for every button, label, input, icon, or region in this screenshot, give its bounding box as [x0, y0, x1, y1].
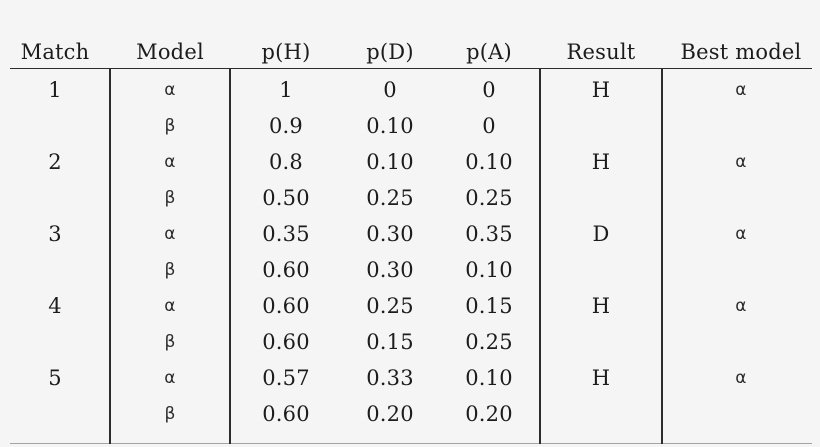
cell-best-model: α [735, 151, 747, 172]
table-row: β 0.60 0.30 0.10 [0, 252, 820, 288]
cell-p-h: 0.8 [269, 149, 303, 174]
cell-model: α [164, 223, 176, 244]
cell-p-h: 0.60 [262, 402, 310, 427]
column-header-result: Result [566, 39, 636, 64]
cell-model: β [164, 115, 176, 136]
cell-p-a: 0.25 [465, 185, 513, 210]
cell-match: 2 [48, 149, 62, 174]
table-row: β 0.60 0.20 0.20 [0, 397, 820, 433]
cell-p-d: 0.25 [366, 294, 414, 319]
column-header-p-d: p(D) [366, 39, 414, 64]
table-row: β 0.60 0.15 0.25 [0, 325, 820, 361]
cell-p-d: 0.10 [366, 149, 414, 174]
cell-p-a: 0.20 [465, 402, 513, 427]
cell-model: β [164, 332, 176, 353]
cell-p-a: 0.25 [465, 330, 513, 355]
header-rule [10, 67, 812, 70]
cell-result: H [591, 366, 611, 391]
cell-model: α [164, 79, 176, 100]
column-header-best-model: Best model [680, 39, 802, 64]
cell-best-model: α [735, 296, 747, 317]
divider-result-best [661, 69, 663, 444]
cell-result: H [591, 77, 611, 102]
cell-match: 4 [48, 294, 62, 319]
column-header-p-h: p(H) [261, 39, 311, 64]
divider-probs-result [539, 69, 541, 444]
table-body: 1 α 1 0 0 H α β 0.9 0.10 0 2 α 0.8 0.10 … [0, 72, 820, 433]
cell-match: 1 [48, 77, 62, 102]
cell-p-d: 0.33 [366, 366, 414, 391]
cell-match: 5 [48, 366, 62, 391]
cell-result: H [591, 149, 611, 174]
cell-p-a: 0.10 [465, 149, 513, 174]
cell-model: α [164, 368, 176, 389]
cell-model: β [164, 404, 176, 425]
table-header-row: Match Model p(H) p(D) p(A) Result Best m… [0, 38, 820, 66]
cell-best-model: α [735, 79, 747, 100]
cell-p-a: 0.15 [465, 294, 513, 319]
cell-p-a: 0.10 [465, 258, 513, 283]
cell-p-h: 0.9 [269, 113, 303, 138]
cell-p-d: 0.30 [366, 258, 414, 283]
cell-p-a: 0 [482, 77, 496, 102]
cell-result: H [591, 294, 611, 319]
cell-model: β [164, 260, 176, 281]
cell-model: α [164, 151, 176, 172]
cell-p-a: 0.10 [465, 366, 513, 391]
cell-p-a: 0.35 [465, 221, 513, 246]
bottom-rule [10, 443, 812, 445]
cell-best-model: α [735, 223, 747, 244]
cell-p-d: 0.30 [366, 221, 414, 246]
cell-model: α [164, 296, 176, 317]
cell-p-d: 0.10 [366, 113, 414, 138]
cell-p-h: 0.35 [262, 221, 310, 246]
table-row: β 0.50 0.25 0.25 [0, 180, 820, 216]
column-header-model: Model [136, 39, 204, 64]
cell-p-d: 0.25 [366, 185, 414, 210]
cell-p-h: 0.60 [262, 330, 310, 355]
cell-model: β [164, 187, 176, 208]
cell-p-d: 0 [383, 77, 397, 102]
cell-p-a: 0 [482, 113, 496, 138]
cell-p-h: 1 [279, 77, 293, 102]
table-row: β 0.9 0.10 0 [0, 108, 820, 144]
cell-result: D [592, 221, 610, 246]
cell-p-h: 0.60 [262, 294, 310, 319]
divider-model-probs [229, 69, 231, 444]
cell-p-h: 0.57 [262, 366, 310, 391]
table-row: 5 α 0.57 0.33 0.10 H α [0, 361, 820, 397]
table-row: 4 α 0.60 0.25 0.15 H α [0, 289, 820, 325]
cell-p-d: 0.15 [366, 330, 414, 355]
cell-match: 3 [48, 221, 62, 246]
cell-p-h: 0.50 [262, 185, 310, 210]
divider-match-model [109, 69, 111, 444]
cell-p-d: 0.20 [366, 402, 414, 427]
table-row: 2 α 0.8 0.10 0.10 H α [0, 144, 820, 180]
column-header-p-a: p(A) [466, 39, 512, 64]
cell-p-h: 0.60 [262, 258, 310, 283]
column-header-match: Match [20, 39, 90, 64]
table-row: 3 α 0.35 0.30 0.35 D α [0, 216, 820, 252]
cell-best-model: α [735, 368, 747, 389]
table-row: 1 α 1 0 0 H α [0, 72, 820, 108]
